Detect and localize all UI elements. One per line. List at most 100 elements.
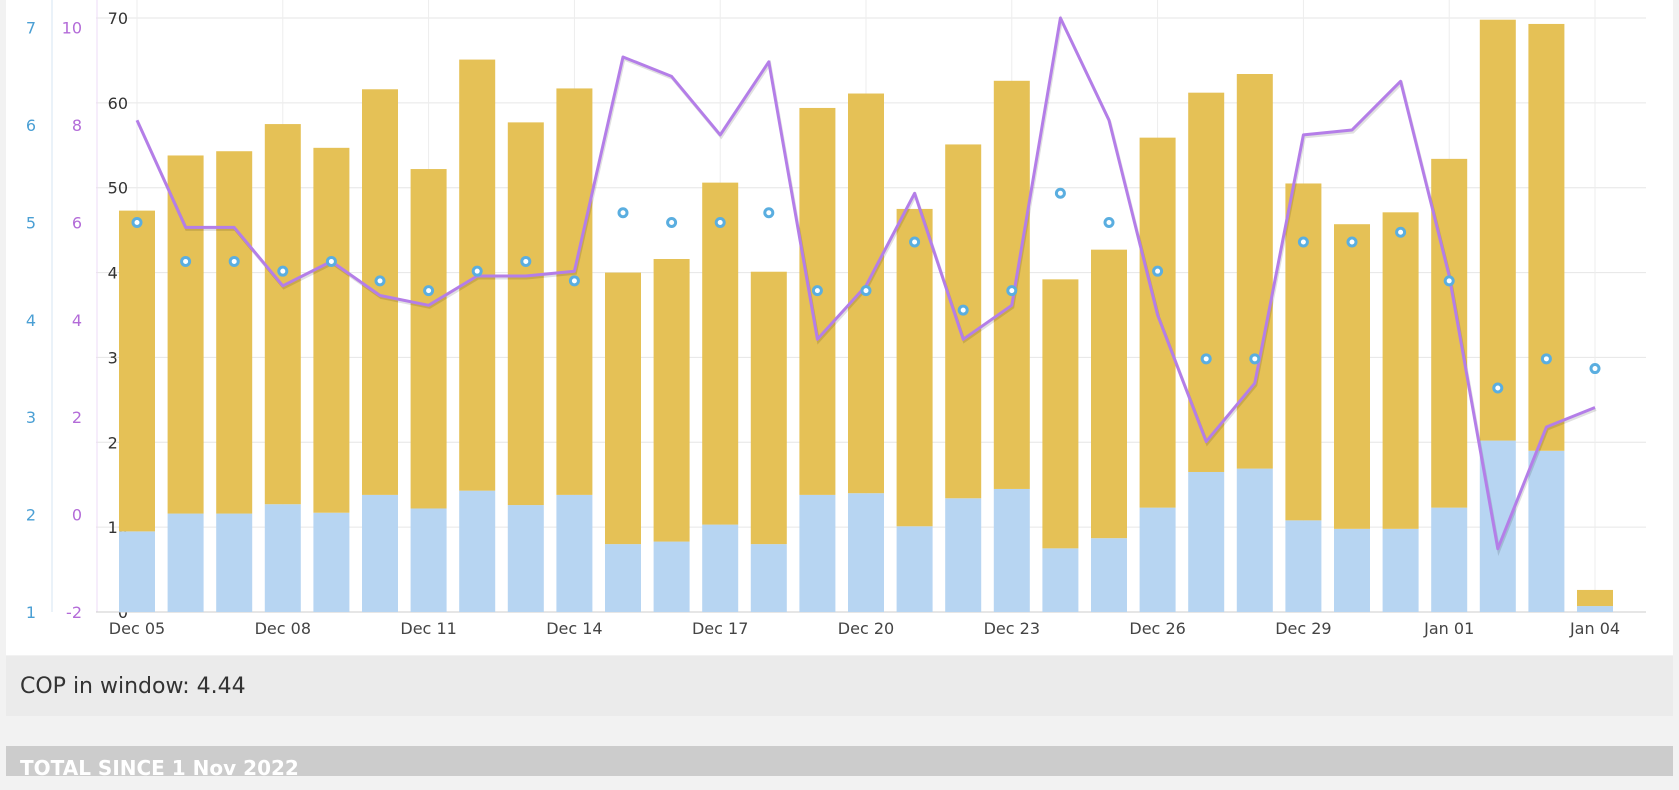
point-marker	[180, 255, 192, 267]
bar-bottom	[1188, 471, 1225, 612]
bar-bottom	[410, 508, 447, 612]
bar-bottom	[1334, 528, 1370, 612]
bar-bottom	[1236, 468, 1273, 612]
x-tick-label: Jan 01	[1423, 619, 1474, 638]
bar-top	[1431, 158, 1468, 508]
bar-top	[702, 182, 739, 525]
bar-bottom	[362, 494, 398, 612]
bar-top	[167, 155, 204, 514]
bar-top	[1236, 74, 1273, 469]
point-marker	[1152, 265, 1164, 277]
point-marker	[617, 207, 629, 219]
bar-bottom	[945, 498, 982, 612]
bar-bottom	[556, 494, 593, 612]
bar-top	[410, 169, 447, 509]
bar-bottom	[167, 513, 204, 612]
point-marker	[763, 207, 775, 219]
bar-top	[362, 89, 398, 495]
bar-bottom	[216, 513, 253, 612]
bar-top	[1528, 23, 1565, 451]
bar-top	[896, 208, 933, 527]
bar-bottom	[1382, 528, 1419, 612]
point-marker	[666, 216, 678, 228]
x-tick-label: Dec 11	[400, 619, 456, 638]
bar-bottom	[799, 494, 836, 612]
y-tick-label-secondary: 6	[72, 213, 82, 232]
bar-top	[750, 271, 787, 545]
y-tick-label-secondary: 2	[72, 408, 82, 427]
y-tick-label-tertiary: 1	[26, 603, 36, 622]
point-marker	[471, 265, 483, 277]
bar-bottom	[1091, 538, 1127, 612]
bar-bottom	[459, 490, 496, 612]
bar-bottom	[750, 544, 787, 612]
cop-window-text: COP in window: 4.44	[20, 673, 246, 699]
point-marker	[860, 285, 872, 297]
bar-bottom	[993, 488, 1030, 612]
point-marker	[374, 275, 386, 287]
bar-top	[799, 107, 836, 495]
point-marker	[1200, 353, 1212, 365]
point-marker	[1297, 236, 1309, 248]
bar-top	[1334, 224, 1370, 529]
point-marker	[228, 255, 240, 267]
x-tick-label: Dec 05	[109, 619, 165, 638]
bar-top	[1577, 589, 1613, 607]
bar-bottom	[264, 504, 301, 612]
bar-bottom	[507, 505, 544, 612]
bar-bottom	[1479, 440, 1516, 612]
y-tick-label-primary: 70	[108, 9, 128, 28]
bar-top	[993, 80, 1030, 489]
bar-bottom	[313, 512, 350, 612]
point-marker	[1346, 236, 1358, 248]
y-tick-label-tertiary: 6	[26, 116, 36, 135]
bar-bottom	[1042, 548, 1079, 612]
y-tick-label-primary: 60	[108, 94, 128, 113]
bar-top	[1479, 19, 1516, 441]
x-tick-label: Dec 14	[546, 619, 602, 638]
point-marker	[957, 304, 969, 316]
total-since-header[interactable]: TOTAL SINCE 1 Nov 2022	[6, 746, 1673, 780]
point-marker	[1540, 353, 1552, 365]
y-tick-label-tertiary: 2	[26, 506, 36, 525]
y-tick-label-tertiary: 5	[26, 213, 36, 232]
y-tick-label-tertiary: 4	[26, 311, 36, 330]
bar-bottom	[1431, 507, 1468, 612]
point-marker	[1443, 275, 1455, 287]
bar-bottom	[1577, 606, 1613, 612]
bar-bottom	[605, 544, 641, 612]
bar-bottom	[896, 526, 933, 612]
bar-bottom	[653, 541, 690, 612]
bar-bottom	[119, 531, 155, 612]
x-tick-label: Dec 23	[984, 619, 1040, 638]
y-tick-label-secondary: 8	[72, 116, 82, 135]
bar-top	[1382, 212, 1419, 529]
bar-top	[119, 210, 155, 532]
bar-bottom	[1139, 507, 1176, 612]
point-marker	[520, 255, 532, 267]
bar-layer	[119, 19, 1613, 612]
cop-window-panel: COP in window: 4.44	[6, 656, 1673, 716]
point-marker	[909, 236, 921, 248]
y-tick-label-tertiary: 7	[26, 19, 36, 38]
point-marker	[1589, 363, 1601, 375]
x-tick-label: Jan 04	[1569, 619, 1620, 638]
bar-top	[1188, 92, 1225, 472]
bar-top	[507, 122, 544, 506]
y-tick-label-secondary: -2	[66, 603, 82, 622]
point-marker	[811, 285, 823, 297]
point-marker	[325, 255, 337, 267]
bar-bottom	[1528, 450, 1565, 612]
bar-top	[605, 272, 641, 545]
bar-top	[945, 144, 982, 499]
bar-bottom	[702, 524, 739, 612]
bar-top	[653, 258, 690, 542]
bar-top	[264, 124, 301, 505]
x-tick-label: Dec 20	[838, 619, 894, 638]
y-tick-label-secondary: 4	[72, 311, 82, 330]
y-tick-label-tertiary: 3	[26, 408, 36, 427]
bar-top	[216, 151, 253, 514]
x-tick-label: Dec 26	[1129, 619, 1185, 638]
